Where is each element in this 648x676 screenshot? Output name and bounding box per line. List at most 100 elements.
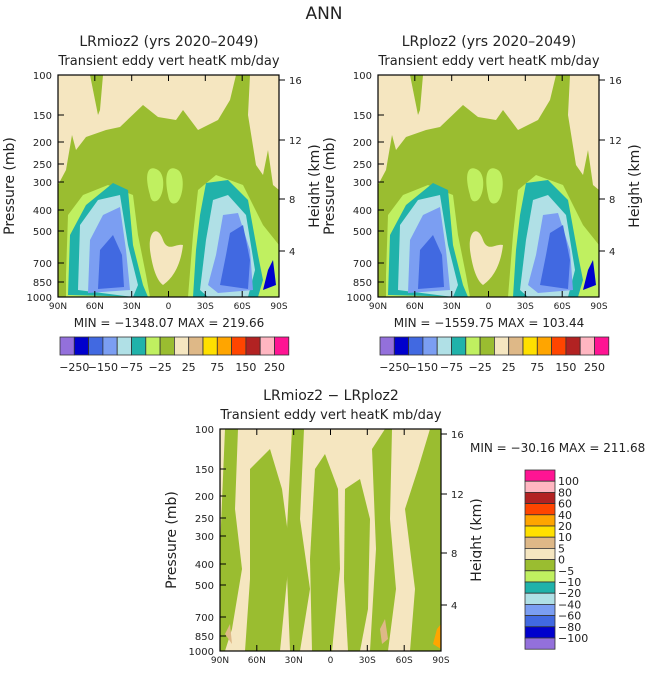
y-tick-label: 500 [195, 581, 214, 592]
y-tick-label: 850 [195, 632, 214, 643]
y-tick-label: 100 [195, 425, 214, 436]
y-tick-label: 100 [353, 71, 372, 82]
plot-area: 100 150 200 250 300 400 500 700 850 1000 16 12 8 4 90N… [2, 71, 320, 312]
colorbar-swatch [259, 336, 275, 356]
contour-region [166, 168, 183, 204]
colorbar-swatch [524, 536, 556, 549]
colorbar-label: −5 [558, 565, 574, 578]
contour-region [486, 168, 503, 204]
y-axis-label: Pressure (mb) [322, 137, 338, 235]
colorbar-label: −250 [59, 361, 89, 374]
y-right-axis-label: Height (km) [307, 144, 320, 227]
contour-region [245, 449, 290, 651]
colorbar-swatch [436, 336, 452, 356]
panel3-subtitle: Transient eddy vert heatK mb/day [220, 408, 442, 423]
colorbar-label: −20 [558, 587, 581, 600]
figure-title: ANN [305, 4, 343, 24]
contour-region [467, 168, 484, 202]
y-axis-label: Pressure (mb) [164, 491, 180, 589]
panel1-colorbar: −250−150 −75 −25 25 75 150 250 [59, 336, 290, 374]
x-tick-label: 90S [590, 302, 607, 312]
colorbar-swatch [59, 336, 75, 356]
y-tick-label: 100 [33, 71, 52, 82]
contour-region [225, 624, 232, 644]
y-tick-label: 200 [195, 492, 214, 503]
colorbar-label: −100 [558, 632, 588, 645]
contour-region [418, 235, 444, 289]
contour-region [310, 454, 340, 651]
y-right-tick-label: 12 [609, 136, 622, 147]
colorbar-swatch [524, 570, 556, 583]
y-tick-label: 300 [33, 178, 52, 189]
x-tick-label: 30N [285, 656, 303, 666]
contour-region [90, 75, 103, 115]
colorbar-swatch [174, 336, 190, 356]
x-tick-label: 90N [369, 302, 387, 312]
colorbar-label: 20 [558, 520, 572, 533]
y-axis-label: Pressure (mb) [2, 137, 18, 235]
x-tick-label: 30S [197, 302, 214, 312]
x-tick-label: 90N [211, 656, 229, 666]
contour-region [405, 429, 441, 651]
colorbar-label: 250 [584, 361, 605, 374]
x-tick-label: 60S [234, 302, 251, 312]
y-tick-label: 700 [33, 259, 52, 270]
contour-region [344, 479, 370, 651]
colorbar-swatch [145, 336, 161, 356]
colorbar-swatch [508, 336, 524, 356]
y-tick-label: 1000 [189, 647, 214, 658]
contour-region [147, 168, 164, 202]
colorbar-swatch [524, 615, 556, 628]
y-tick-label: 300 [353, 178, 372, 189]
y-tick-label: 700 [195, 613, 214, 624]
colorbar-label: −75 [120, 361, 143, 374]
colorbar-swatch [494, 336, 510, 356]
y-right-tick-label: 16 [289, 76, 302, 87]
colorbar-label: 100 [558, 475, 579, 488]
colorbar-label: 150 [555, 361, 576, 374]
colorbar-swatch [536, 336, 553, 356]
colorbar-swatch [565, 336, 581, 356]
y-right-tick-label: 12 [451, 490, 464, 501]
colorbar-label: −25 [148, 361, 171, 374]
colorbar-swatch [131, 336, 147, 356]
colorbar-swatch [159, 336, 175, 356]
colorbar-label: −60 [558, 610, 581, 623]
colorbar-swatch [524, 559, 556, 572]
x-tick-label: 30N [443, 302, 461, 312]
colorbar-label: 250 [264, 361, 285, 374]
colorbar-swatch [379, 336, 395, 356]
colorbar-swatch [245, 336, 261, 356]
colorbar-swatch [579, 336, 595, 356]
contour-region [263, 260, 276, 290]
colorbar-label: −40 [558, 598, 581, 611]
colorbar-swatch [116, 336, 132, 356]
panel2-stats: MIN = −1559.75 MAX = 103.44 [393, 316, 585, 330]
colorbar-swatch [524, 491, 556, 504]
colorbar-swatch [524, 592, 556, 605]
colorbar-label: 5 [558, 542, 565, 555]
colorbar-label: −75 [440, 361, 463, 374]
contour-region [540, 225, 570, 289]
x-tick-label: 30S [359, 656, 376, 666]
y-tick-label: 250 [195, 514, 214, 525]
contour-region [469, 231, 503, 285]
x-tick-label: 30S [517, 302, 534, 312]
colorbar-swatch [393, 336, 409, 356]
contour-region [98, 235, 124, 289]
y-tick-label: 400 [353, 206, 372, 217]
colorbar-swatch [408, 336, 424, 356]
colorbar-label: 40 [558, 509, 572, 522]
colorbar-swatch [422, 336, 438, 356]
colorbar-swatch [594, 336, 610, 356]
x-tick-label: 60N [406, 302, 424, 312]
colorbar-label: −25 [468, 361, 491, 374]
y-right-tick-label: 12 [289, 136, 302, 147]
y-tick-label: 150 [33, 111, 52, 122]
colorbar-swatch [274, 336, 290, 356]
colorbar-label: 60 [558, 498, 572, 511]
y-tick-label: 250 [33, 160, 52, 171]
panel1-title: LRmioz2 (yrs 2020–2049) [79, 34, 259, 50]
x-tick-label: 0 [166, 302, 172, 312]
